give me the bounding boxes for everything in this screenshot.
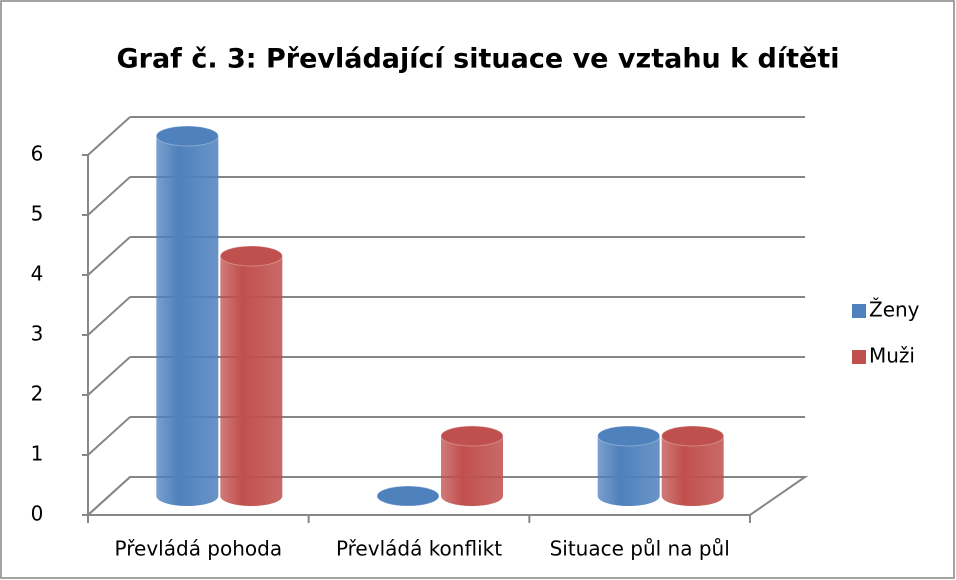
legend-label: Muži <box>869 344 915 368</box>
y-tick-label: 6 <box>31 142 44 166</box>
bar <box>220 256 283 506</box>
y-tick-label: 1 <box>31 442 44 466</box>
grid-line <box>87 476 131 516</box>
grid-line <box>87 356 131 396</box>
y-tick-label: 2 <box>31 382 44 406</box>
legend-swatch <box>852 304 866 318</box>
x-tick-label: Převládá pohoda <box>115 537 283 561</box>
bar <box>597 436 660 507</box>
grid-line <box>87 236 131 276</box>
legend-swatch <box>852 350 866 364</box>
chart-title: Graf č. 3: Převládající situace ve vztah… <box>116 44 839 75</box>
y-tick-label: 0 <box>31 502 44 526</box>
y-tick-label: 5 <box>31 202 44 226</box>
bar-cap <box>661 425 725 447</box>
grid-line <box>87 116 131 156</box>
bar <box>661 436 724 507</box>
bar-cap <box>597 425 661 447</box>
y-tick-label: 4 <box>31 262 44 286</box>
x-tick-label: Převládá konflikt <box>336 537 502 561</box>
x-tick-label: Situace půl na půl <box>550 537 730 561</box>
grid-line <box>87 416 131 456</box>
grid-line <box>87 296 131 336</box>
bar-cap <box>376 485 440 507</box>
bar <box>156 136 219 507</box>
legend-label: Ženy <box>869 298 920 322</box>
bar-cap <box>440 425 504 447</box>
y-tick-label: 3 <box>31 322 44 346</box>
bar-cap <box>219 245 283 267</box>
bar <box>441 436 503 506</box>
grid-line <box>87 176 131 216</box>
bar-cap <box>155 125 219 147</box>
